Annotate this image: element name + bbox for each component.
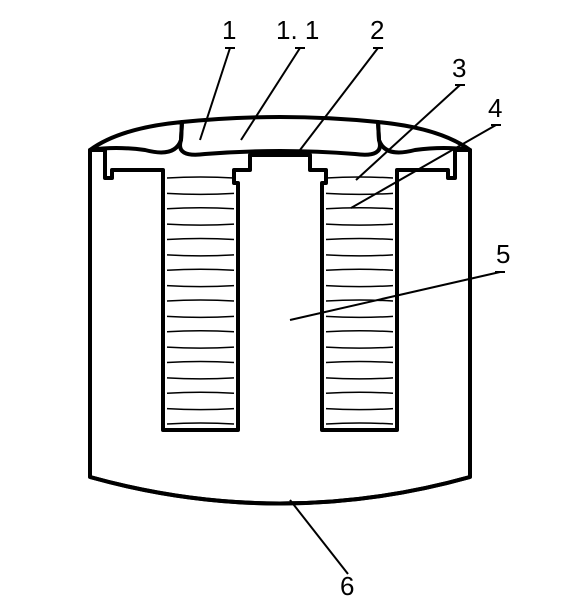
hatch-left-line <box>167 409 234 410</box>
body-outline <box>90 150 470 504</box>
label-l1: 1 <box>222 15 236 45</box>
hatch-right <box>326 177 393 424</box>
label-l3: 3 <box>452 53 466 83</box>
leader-l4 <box>351 125 496 208</box>
hatch-right-line <box>326 224 393 225</box>
hatch-left-line <box>167 392 234 393</box>
leader-l1 <box>200 48 230 140</box>
hatch-left-line <box>167 331 234 332</box>
hatch-right-line <box>326 316 393 317</box>
hatch-right-line <box>326 208 393 209</box>
hatch-right-line <box>326 331 393 332</box>
top-piece-2 <box>180 117 380 155</box>
hatch-right-line <box>326 378 393 379</box>
diagram-container: 1 1. 1 2 34 5 6 <box>0 0 580 612</box>
hatch-left-line <box>167 239 234 240</box>
hatch-right-line <box>326 347 393 348</box>
hatch-left-line <box>167 286 234 287</box>
hatch-left-line <box>167 224 234 225</box>
label-l1_1: 1. 1 <box>276 15 319 45</box>
label-l5: 5 <box>496 239 510 269</box>
hatch-right-line <box>326 392 393 393</box>
hatch-right-line <box>326 239 393 240</box>
hatch-left-line <box>167 300 234 301</box>
hatch-left-line <box>167 177 234 178</box>
labels-group: 1 1. 1 2 34 5 6 <box>200 15 510 601</box>
top-piece-0 <box>90 122 182 152</box>
diagram-svg: 1 1. 1 2 34 5 6 <box>0 0 580 612</box>
hatch-left-line <box>167 193 234 194</box>
leader-l2 <box>300 48 378 150</box>
hatch-right-line <box>326 286 393 287</box>
hatch-right-line <box>326 255 393 256</box>
label-l6: 6 <box>340 571 354 601</box>
hatch-right-line <box>326 193 393 194</box>
hatch-left-line <box>167 255 234 256</box>
label-l4: 4 <box>488 93 502 123</box>
hatch-left-line <box>167 362 234 363</box>
leader-l3 <box>356 85 460 180</box>
hatch-left-line <box>167 269 234 270</box>
hatch-right-line <box>326 409 393 410</box>
hatch-left-line <box>167 423 234 424</box>
hatch-right-line <box>326 300 393 301</box>
hatch-left-line <box>167 378 234 379</box>
leader-l1_1 <box>241 48 300 140</box>
label-l2: 2 <box>370 15 384 45</box>
hatch-left-line <box>167 208 234 209</box>
hatch-left <box>167 177 234 424</box>
hatch-left-line <box>167 316 234 317</box>
hatch-right-line <box>326 362 393 363</box>
bottom-arc <box>90 477 470 504</box>
hatch-left-line <box>167 347 234 348</box>
leader-l6 <box>290 500 348 574</box>
hatch-right-line <box>326 269 393 270</box>
hatch-right-line <box>326 423 393 424</box>
